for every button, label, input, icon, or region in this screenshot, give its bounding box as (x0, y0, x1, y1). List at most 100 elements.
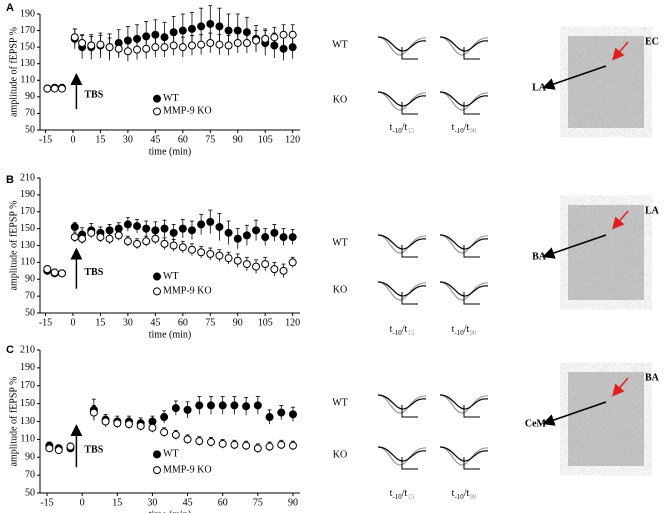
x-tick-label: 60 (218, 497, 228, 508)
data-point (70, 233, 79, 242)
data-point (45, 444, 54, 453)
legend-marker (153, 287, 161, 296)
y-tick-label: 90 (25, 274, 35, 285)
trace (439, 91, 489, 111)
data-point (252, 262, 261, 271)
data-point (288, 410, 297, 419)
trace (377, 234, 427, 254)
caption-part: -10 (392, 329, 402, 337)
data-point (178, 224, 187, 233)
trace (439, 394, 489, 414)
data-point (43, 84, 52, 93)
data-point (183, 405, 192, 414)
black-arrow (542, 401, 607, 426)
data-point (133, 239, 142, 248)
scale-bar (463, 292, 480, 305)
caption-part: 90 (469, 329, 477, 337)
data-point (215, 40, 224, 49)
y-tick-label: 50 (25, 307, 35, 318)
x-tick-label: 60 (178, 134, 188, 145)
y-tick-label: 170 (20, 380, 35, 391)
data-point (215, 222, 224, 231)
data-point (96, 40, 105, 49)
data-point (230, 440, 239, 449)
y-tick-label: 110 (20, 257, 35, 268)
data-point (169, 228, 178, 237)
red-arrow (612, 210, 629, 230)
data-point (57, 269, 66, 278)
trace (377, 446, 427, 466)
data-point (224, 26, 233, 35)
annotation: TBS (84, 267, 103, 278)
data-point (279, 266, 288, 275)
x-tick-label: 30 (123, 317, 133, 328)
scale-bar (463, 102, 480, 115)
inset-row-label: WT (332, 397, 348, 408)
scale-bar (401, 405, 418, 418)
x-tick-label: 45 (183, 497, 193, 508)
legend-marker (153, 466, 161, 475)
caption-part: -10 (454, 329, 464, 337)
data-point (187, 245, 196, 254)
data-point (87, 41, 96, 50)
data-point (70, 33, 79, 42)
data-point (224, 254, 233, 263)
data-point (151, 43, 160, 52)
data-point (101, 417, 110, 426)
scale-bar (401, 245, 418, 258)
black-arrow (542, 65, 607, 90)
legend-label: WT (163, 271, 179, 282)
caption-part: t (390, 324, 393, 335)
data-point (142, 44, 151, 53)
x-tick-label: -15 (39, 317, 52, 328)
trace (439, 36, 489, 56)
data-point (43, 265, 52, 274)
data-point (277, 408, 286, 417)
data-point (133, 222, 142, 231)
data-point (171, 430, 180, 439)
inset-row-label: WT (332, 237, 348, 248)
x-tick-label: 15 (95, 317, 105, 328)
inset-row-label: WT (332, 39, 348, 50)
legend-label: MMP-9 KO (163, 106, 212, 117)
data-point (215, 251, 224, 260)
y-tick-label: 210 (20, 344, 35, 355)
y-tick-label: 210 (20, 172, 35, 183)
data-point (288, 30, 297, 39)
trace (377, 36, 427, 56)
x-tick-label: -15 (39, 134, 52, 145)
caption-part: 90 (469, 127, 477, 135)
image-label: EC (645, 36, 659, 47)
data-point (136, 421, 145, 430)
scale-bar (463, 405, 480, 418)
y-tick-label: 50 (25, 124, 35, 135)
data-point (133, 45, 142, 54)
data-point (171, 404, 180, 413)
data-point (70, 222, 79, 231)
data-point (195, 437, 204, 446)
y-tick-label: 190 (20, 8, 35, 19)
data-point (123, 237, 132, 246)
x-tick-label: 90 (233, 317, 243, 328)
inset-caption: t-10/t15 (390, 122, 415, 134)
caption-part: t (452, 488, 455, 499)
inset-caption: t-10/t90 (452, 488, 477, 500)
data-point (151, 234, 160, 243)
data-point (242, 260, 251, 269)
data-point (197, 40, 206, 49)
data-point (252, 36, 261, 45)
data-point (270, 33, 279, 42)
y-tick-label: 130 (20, 58, 35, 69)
x-tick-label: 30 (147, 497, 157, 508)
data-point (151, 226, 160, 235)
micrograph-texture (568, 372, 644, 466)
data-point (114, 231, 123, 240)
data-point (187, 24, 196, 33)
legend-label: MMP-9 KO (163, 464, 212, 475)
data-point (279, 44, 288, 53)
inset-row-label: KO (333, 94, 347, 105)
trace (439, 281, 489, 301)
x-axis-label: time (min) (149, 146, 192, 157)
data-point (288, 233, 297, 242)
data-point (224, 41, 233, 50)
